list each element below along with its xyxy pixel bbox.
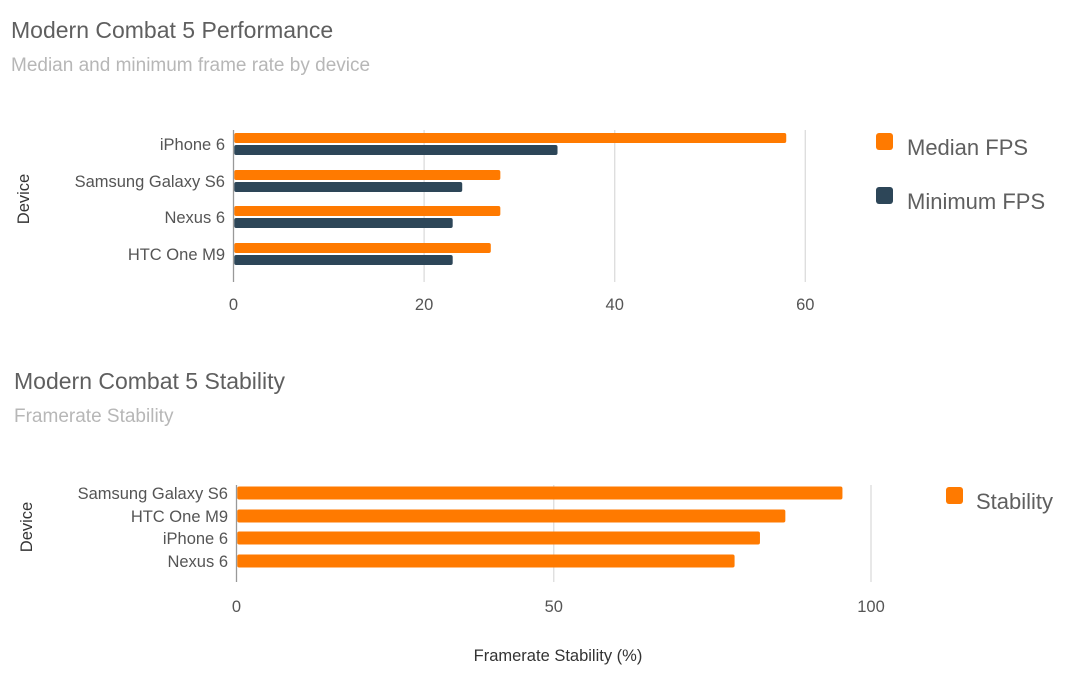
- category-label: HTC One M9: [128, 246, 225, 264]
- bars: [234, 133, 787, 265]
- x-tick-label: 0: [232, 598, 241, 616]
- bar: [234, 133, 787, 143]
- legend-swatch-median: [876, 133, 893, 150]
- legend-label-median: Median FPS: [907, 135, 1028, 160]
- category-label: Samsung Galaxy S6: [78, 485, 228, 503]
- category-labels: iPhone 6 Samsung Galaxy S6 Nexus 6 HTC One …: [75, 136, 225, 264]
- chart-title: Modern Combat 5 Performance: [11, 17, 333, 43]
- category-label: Nexus 6: [167, 553, 228, 571]
- x-tick-labels: 0 50 100: [232, 598, 885, 616]
- bar: [237, 486, 843, 500]
- x-tick-labels: 0 20 40 60: [229, 296, 815, 314]
- bar: [234, 243, 491, 253]
- chart-subtitle: Framerate Stability: [14, 406, 174, 427]
- bar: [234, 182, 463, 192]
- chart-subtitle: Median and minimum frame rate by device: [11, 55, 370, 76]
- category-label: HTC One M9: [131, 508, 228, 526]
- x-tick-label: 60: [796, 296, 814, 314]
- legend-label-stability: Stability: [976, 489, 1053, 514]
- category-label: Nexus 6: [164, 209, 225, 227]
- x-tick-label: 0: [229, 296, 238, 314]
- bar: [234, 145, 558, 155]
- bar: [234, 218, 453, 228]
- x-axis-label: Framerate Stability (%): [474, 647, 643, 665]
- x-tick-label: 50: [545, 598, 563, 616]
- legend: Median FPS Minimum FPS: [876, 133, 1045, 214]
- bar: [234, 255, 453, 265]
- x-tick-label: 100: [857, 598, 885, 616]
- legend-swatch-minimum: [876, 187, 893, 204]
- category-labels: Samsung Galaxy S6 HTC One M9 iPhone 6 Nexus…: [78, 485, 228, 571]
- bar: [237, 531, 760, 545]
- category-label: iPhone 6: [163, 530, 228, 548]
- y-axis-label: Device: [18, 502, 36, 552]
- bars: [237, 486, 843, 568]
- legend: Stability: [946, 487, 1053, 514]
- bar: [234, 170, 501, 180]
- bar: [237, 509, 786, 523]
- legend-label-minimum: Minimum FPS: [907, 189, 1045, 214]
- chart-title: Modern Combat 5 Stability: [14, 368, 286, 394]
- x-tick-label: 20: [415, 296, 433, 314]
- bar: [237, 554, 735, 568]
- legend-swatch-stability: [946, 487, 963, 504]
- bar: [234, 206, 501, 216]
- category-label: iPhone 6: [160, 136, 225, 154]
- chart-performance: Modern Combat 5 Performance Median and m…: [11, 17, 1045, 314]
- x-tick-label: 40: [606, 296, 624, 314]
- category-label: Samsung Galaxy S6: [75, 173, 225, 191]
- chart-stability: Modern Combat 5 Stability Framerate Stab…: [14, 368, 1053, 665]
- y-axis-label: Device: [15, 174, 33, 224]
